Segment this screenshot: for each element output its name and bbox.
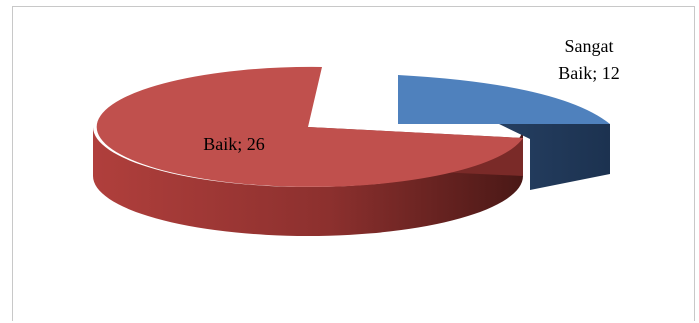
slice-baik-side (93, 127, 523, 236)
slice-sangat-baik (398, 75, 610, 190)
slice-sangat-baik-top (398, 75, 610, 124)
data-label-baik: Baik; 26 (203, 134, 265, 154)
slice-baik-top (96, 66, 524, 187)
slice-baik (93, 66, 524, 236)
data-label-sangat-baik-line1: Sangat (565, 36, 614, 56)
data-label-sangat-baik-line2: Baik; 12 (558, 63, 620, 83)
